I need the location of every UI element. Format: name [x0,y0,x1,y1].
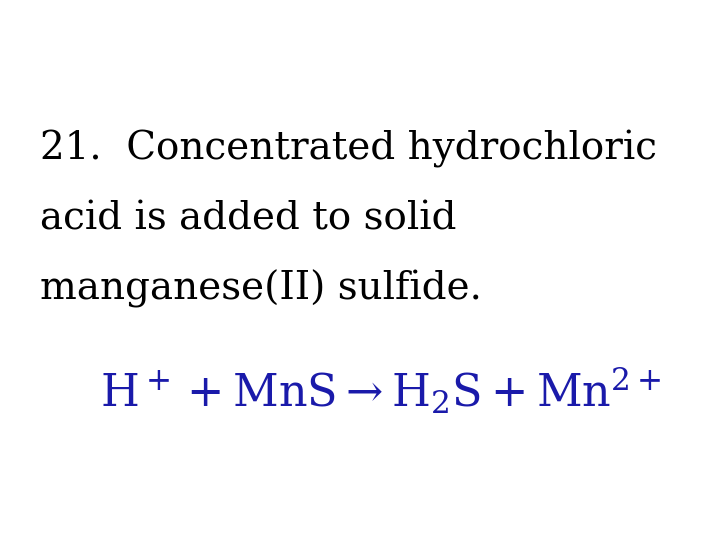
Text: manganese(II) sulfide.: manganese(II) sulfide. [40,270,482,308]
Text: 21.  Concentrated hydrochloric: 21. Concentrated hydrochloric [40,130,657,168]
Text: acid is added to solid: acid is added to solid [40,200,456,237]
Text: $\rm H^+ + MnS \rightarrow H_2S + Mn^{2+}$: $\rm H^+ + MnS \rightarrow H_2S + Mn^{2+… [100,365,661,416]
